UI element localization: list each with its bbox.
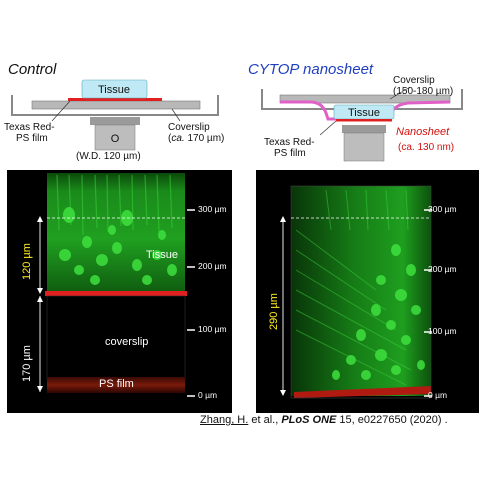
citation-author[interactable]: Zhang, H. — [200, 414, 249, 426]
control-tick-200: 200 µm — [198, 261, 227, 271]
control-scale-ticks — [187, 209, 195, 397]
cytop-image-panel: 290 µm 300 µm 200 µm 100 µm 0 µm — [256, 170, 479, 413]
cytop-tick-0: 0 µm — [428, 390, 448, 400]
cytop-coverslip — [279, 94, 451, 104]
cytop-film-label: Texas Red- PS film — [264, 137, 315, 159]
control-dim-120: 120 µm — [21, 243, 33, 280]
control-objective-body — [94, 124, 136, 151]
control-dim-170: 170 µm — [21, 345, 33, 382]
cytop-ps-film — [336, 119, 392, 122]
control-red-film-line — [45, 291, 187, 296]
control-wd-label: (W.D. 120 µm) — [76, 151, 141, 162]
control-image-svg — [37, 173, 195, 397]
citation: Zhang, H. et al., PLoS ONE 15, e0227650 … — [200, 414, 448, 426]
cytop-neurons — [332, 244, 425, 380]
cytop-objective-body — [343, 132, 385, 162]
cytop-tissue-label: Tissue — [348, 107, 380, 119]
control-tissue-label: Tissue — [98, 84, 130, 96]
cytop-nanosheet — [280, 100, 451, 121]
control-tissue-region-label: Tissue — [146, 249, 178, 261]
control-objective-letter: O — [111, 133, 120, 145]
citation-journal: PLoS ONE — [281, 414, 337, 426]
cytop-box-outline — [290, 185, 432, 399]
cytop-coverslip-leader — [389, 86, 411, 100]
control-dish — [11, 95, 219, 116]
control-coverslip — [31, 100, 201, 110]
cytop-coverslip-label: Coverslip (150-180 µm) — [393, 75, 454, 97]
control-tick-300: 300 µm — [198, 204, 227, 214]
control-ps-film-bottom — [47, 377, 185, 393]
cytop-schematic: Tissue — [261, 86, 463, 162]
control-schematic: Tissue O — [11, 79, 219, 151]
cytop-tissue-region — [291, 186, 431, 396]
film-leader-line — [51, 100, 71, 122]
control-coverslip-region-label: coverslip — [105, 336, 149, 348]
cytop-title: CYTOP nanosheet — [248, 61, 374, 78]
control-ps-film — [68, 98, 162, 101]
cytop-film-leader — [319, 120, 337, 136]
cytop-image-svg — [280, 185, 432, 399]
control-ps-film-region-label: PS film — [99, 378, 134, 390]
cytop-dim-290: 290 µm — [268, 293, 280, 330]
cytop-tick-200: 200 µm — [428, 264, 457, 274]
control-fibers — [56, 174, 173, 236]
control-tick-0: 0 µm — [198, 390, 218, 400]
nanosheet-label: Nanosheet — [396, 126, 450, 138]
control-tissue — [81, 79, 148, 99]
control-neurons — [59, 207, 177, 285]
cytop-scale-ticks — [424, 209, 432, 397]
cytop-tick-100: 100 µm — [428, 326, 457, 336]
cytop-objective-top — [342, 125, 386, 133]
control-title: Control — [8, 61, 57, 78]
cytop-tick-300: 300 µm — [428, 204, 457, 214]
control-tick-100: 100 µm — [198, 324, 227, 334]
coverslip-leader-line — [171, 108, 181, 122]
nanosheet-thickness-label: (ca. 130 nm) — [398, 142, 455, 153]
cytop-red-film — [294, 386, 431, 398]
control-film-label: Texas Red- PS film — [4, 122, 55, 144]
control-image-panel: 120 µm 170 µm Tissue coverslip PS film 3… — [7, 170, 232, 413]
control-objective-top — [90, 117, 140, 125]
control-coverslip-label: Coverslip (ca. 170 µm) — [168, 122, 225, 144]
